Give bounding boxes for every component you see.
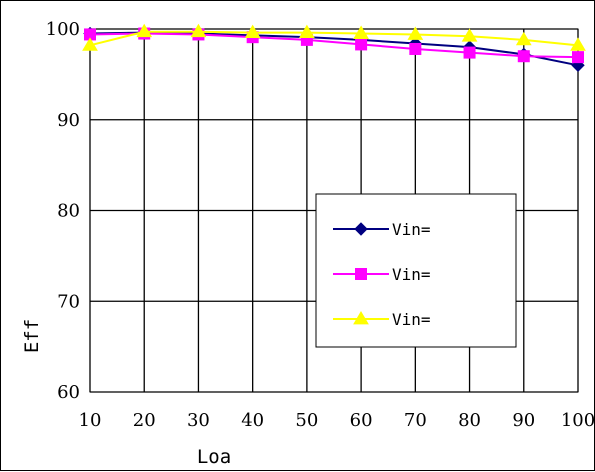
- series-3: [82, 23, 586, 51]
- y-tick-label: 80: [57, 201, 80, 222]
- data-point: [190, 23, 207, 38]
- legend-box: [315, 193, 517, 348]
- legend-entry-3: Vin=: [333, 310, 431, 329]
- series-line: [89, 32, 579, 59]
- legend-entry-1: Vin=: [333, 220, 431, 239]
- x-tick-label: 50: [295, 410, 318, 431]
- data-point: [517, 50, 530, 63]
- series-line: [89, 30, 579, 47]
- legend-marker: [353, 311, 369, 325]
- data-point: [407, 26, 424, 40]
- x-tick-label: 30: [187, 410, 210, 431]
- data-point: [82, 37, 98, 51]
- data-point: [572, 51, 584, 64]
- y-tick-label: 60: [57, 382, 80, 403]
- legend-label: Vin=: [392, 265, 431, 284]
- y-tick-label: 100: [46, 19, 80, 40]
- legend-entry-2: Vin=: [333, 265, 431, 284]
- data-point: [515, 31, 532, 46]
- x-tick-label: 60: [350, 410, 373, 431]
- legend-marker: [354, 222, 368, 236]
- data-point: [299, 24, 315, 39]
- data-point: [353, 25, 369, 39]
- legend-label: Vin=: [392, 310, 431, 329]
- x-tick-label: 90: [512, 410, 535, 431]
- legend-label: Vin=: [392, 220, 431, 239]
- data-point: [570, 37, 586, 51]
- x-tick-label: 40: [241, 410, 264, 431]
- x-tick-label: 100: [561, 410, 595, 431]
- x-tick-label: 80: [458, 410, 481, 431]
- x-axis-title: Loa: [197, 446, 231, 468]
- y-axis-title: Eff: [21, 319, 43, 353]
- x-tick-label: 20: [133, 410, 156, 431]
- data-point: [244, 24, 261, 39]
- tick-labels: 60 70 80 90 100 10 20 30 40 50 60 70 80 90 100: [46, 19, 595, 431]
- data-point: [571, 58, 585, 73]
- y-tick-label: 90: [57, 110, 80, 131]
- data-point: [355, 38, 368, 51]
- legend: Vin= Vin= Vin=: [315, 193, 517, 348]
- legend-marker: [355, 268, 367, 280]
- series-layer: [82, 23, 586, 73]
- data-point: [136, 23, 153, 38]
- x-tick-label: 10: [79, 410, 102, 431]
- x-tick-label: 70: [404, 410, 427, 431]
- data-point: [409, 42, 422, 55]
- data-point: [461, 28, 478, 42]
- data-point: [463, 46, 476, 59]
- y-tick-label: 70: [57, 291, 80, 312]
